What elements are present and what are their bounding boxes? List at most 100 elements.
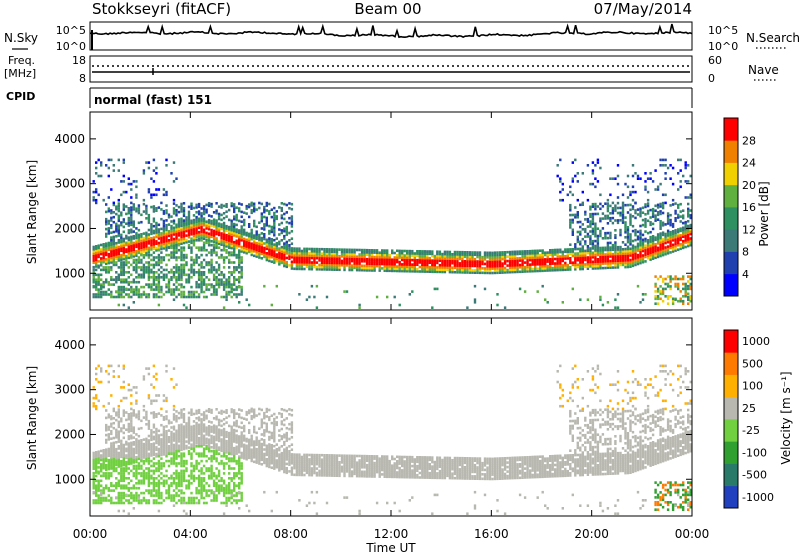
velocity-cell (140, 419, 143, 423)
velocity-cell (155, 467, 158, 470)
power-cell (413, 263, 416, 266)
power-cell (383, 251, 386, 255)
power-cell (646, 209, 650, 213)
power-cell (438, 266, 442, 269)
velocity-cell (155, 452, 158, 456)
velocity-cell (175, 452, 178, 455)
power-cell (195, 218, 198, 221)
power-cell (438, 257, 442, 260)
power-cell (378, 260, 381, 263)
power-cell (177, 256, 181, 259)
velocity-cell (177, 416, 181, 420)
power-cell (689, 277, 692, 281)
power-cell (621, 263, 625, 267)
power-cell (599, 264, 602, 268)
power-cell (684, 164, 687, 167)
power-cell (122, 253, 125, 256)
power-cell (212, 288, 216, 291)
power-cell (160, 201, 163, 205)
power-cell (187, 220, 191, 223)
velocity-cell (130, 452, 133, 456)
power-cell (621, 213, 625, 217)
velocity-cell (180, 430, 183, 433)
power-cell (167, 283, 171, 286)
power-cell (117, 248, 120, 251)
power-cell (581, 249, 584, 253)
velocity-cell (150, 445, 153, 448)
power-cell (137, 249, 141, 252)
power-cell (165, 230, 168, 234)
power-cell (165, 244, 168, 247)
power-cell (290, 237, 294, 240)
power-cell (589, 262, 592, 266)
power-cell (122, 251, 125, 254)
power-cell (634, 228, 637, 232)
power-cell (571, 230, 574, 234)
velocity-cell (97, 470, 100, 474)
power-cell (656, 297, 660, 301)
power-cell (591, 253, 595, 257)
power-cell (614, 264, 617, 267)
power-cell (466, 264, 469, 268)
power-cell (669, 221, 672, 224)
power-cell (187, 217, 191, 221)
power-cell (230, 287, 233, 291)
velocity-cell (115, 486, 118, 490)
power-cell (115, 263, 118, 267)
power-cell (496, 267, 499, 270)
power-cell (190, 285, 193, 289)
power-cell (207, 202, 211, 205)
power-cell (651, 180, 655, 183)
power-cell (343, 250, 346, 254)
power-cell (579, 298, 582, 301)
power-cell (534, 260, 537, 264)
power-cell (338, 261, 341, 265)
power-cell (589, 237, 592, 241)
power-cell (584, 251, 587, 255)
velocity-cell (115, 452, 118, 455)
velocity-cell (165, 399, 168, 403)
power-cell (107, 207, 110, 210)
velocity-cell (140, 454, 143, 458)
velocity-cell (170, 457, 173, 460)
power-cell (644, 205, 647, 209)
power-cell (310, 247, 314, 251)
power-cell (180, 253, 183, 257)
power-cell (127, 295, 130, 299)
power-cell (115, 280, 118, 284)
power-cell (343, 264, 346, 267)
power-cell (243, 228, 246, 232)
power-cell (162, 222, 166, 225)
power-cell (541, 284, 544, 288)
power-cell (677, 230, 680, 234)
power-cell (160, 236, 163, 240)
power-cell (679, 215, 682, 218)
power-cell (130, 208, 133, 212)
power-cell (152, 243, 156, 246)
power-cell (212, 248, 216, 252)
power-cell (634, 259, 637, 262)
velocity-cell (117, 410, 120, 414)
power-cell (463, 260, 467, 263)
power-cell (496, 260, 499, 263)
power-cell (95, 201, 98, 205)
power-cell (393, 260, 396, 264)
power-cell (682, 282, 685, 286)
power-cell (443, 268, 447, 272)
power-cell (217, 226, 221, 230)
velocity-cell (100, 458, 103, 462)
velocity-cell (175, 434, 178, 437)
power-cell (185, 227, 188, 231)
power-cell (315, 268, 319, 271)
power-cell (185, 263, 188, 267)
velocity-cell (135, 460, 138, 464)
power-cell (536, 256, 539, 259)
power-cell (200, 271, 203, 274)
power-cell (325, 295, 329, 299)
power-cell (147, 261, 151, 264)
power-cell (92, 271, 95, 274)
velocity-cell (100, 496, 103, 500)
power-cell (177, 243, 181, 247)
power-cell (666, 234, 670, 237)
power-cell (110, 290, 113, 294)
